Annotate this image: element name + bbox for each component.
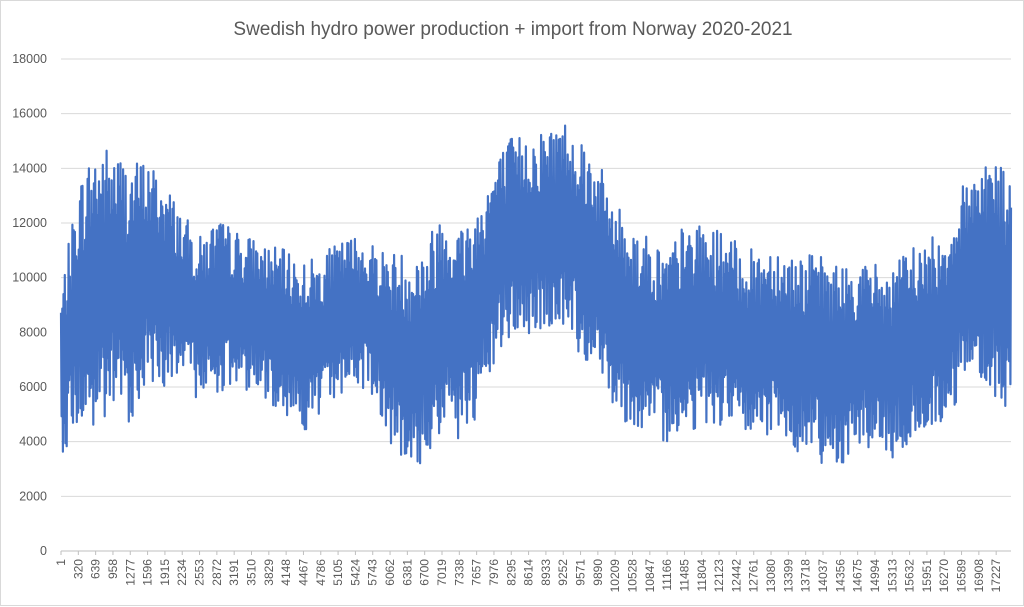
- y-tick-label: 12000: [12, 216, 47, 230]
- y-tick-label: 2000: [19, 489, 47, 503]
- x-tick-label: 9252: [556, 559, 570, 586]
- x-tick-label: 14037: [816, 559, 830, 593]
- y-tick-label: 4000: [19, 435, 47, 449]
- x-tick-label: 16270: [937, 559, 951, 593]
- x-tick-label: 5424: [348, 559, 362, 586]
- x-tick-label: 14356: [833, 559, 847, 593]
- x-tick-label: 15951: [920, 559, 934, 593]
- x-tick-label: 1915: [158, 559, 172, 586]
- x-tick-label: 320: [71, 559, 85, 579]
- x-tick-label: 6700: [418, 559, 432, 586]
- x-tick-label: 5105: [331, 559, 345, 586]
- x-tick-label: 16908: [972, 559, 986, 593]
- x-tick-label: 8295: [504, 559, 518, 586]
- x-tick-label: 958: [106, 559, 120, 579]
- x-tick-label: 2234: [175, 559, 189, 586]
- x-tick-label: 10847: [643, 559, 657, 593]
- x-tick-label: 17227: [989, 559, 1003, 593]
- y-tick-label: 14000: [12, 161, 47, 175]
- x-tick-label: 3829: [262, 559, 276, 586]
- x-tick-label: 8614: [522, 559, 536, 586]
- x-tick-label: 639: [89, 559, 103, 579]
- x-tick-label: 9571: [574, 559, 588, 586]
- x-tick-label: 6062: [383, 559, 397, 586]
- x-tick-label: 14994: [868, 559, 882, 593]
- x-tick-label: 7338: [452, 559, 466, 586]
- x-tick-label: 1277: [123, 559, 137, 586]
- x-tick-label: 1: [54, 559, 68, 566]
- x-tick-label: 10528: [625, 559, 639, 593]
- x-tick-label: 12123: [712, 559, 726, 593]
- x-tick-label: 15313: [885, 559, 899, 593]
- x-tick-label: 16589: [955, 559, 969, 593]
- x-tick-label: 9890: [591, 559, 605, 586]
- series-line-0: [59, 124, 1013, 465]
- x-tick-label: 5743: [366, 559, 380, 586]
- y-axis-ticks: 0 2000 4000 6000 8000 10000 12000 14000 16000 180…: [12, 52, 47, 558]
- y-tick-label: 16000: [12, 107, 47, 121]
- x-tick-label: 4148: [279, 559, 293, 586]
- y-tick-label: 0: [40, 544, 47, 558]
- y-tick-label: 18000: [12, 52, 47, 66]
- x-tick-label: 15632: [903, 559, 917, 593]
- x-tick-label: 8933: [539, 559, 553, 586]
- y-tick-label: 6000: [19, 380, 47, 394]
- x-tick-label: 2553: [193, 559, 207, 586]
- x-tick-label: 4467: [296, 559, 310, 586]
- x-tick-label: 13718: [799, 559, 813, 593]
- x-tick-label: 10209: [608, 559, 622, 593]
- x-tick-label: 12442: [729, 559, 743, 593]
- x-tick-label: 14675: [851, 559, 865, 593]
- series-layer: [59, 124, 1013, 465]
- x-tick-label: 12761: [747, 559, 761, 593]
- x-tick-label: 13080: [764, 559, 778, 593]
- x-tick-label: 11166: [660, 559, 674, 591]
- x-tick-label: 7976: [487, 559, 501, 586]
- x-tick-label: 2872: [210, 559, 224, 586]
- x-tick-label: 13399: [781, 559, 795, 593]
- chart-title: Swedish hydro power production + import …: [233, 19, 793, 40]
- x-tick-label: 6381: [400, 559, 414, 586]
- y-tick-label: 8000: [19, 325, 47, 339]
- x-tick-label: 11804: [695, 559, 709, 592]
- y-tick-label: 10000: [12, 271, 47, 285]
- x-tick-label: 4786: [314, 559, 328, 586]
- x-tick-label: 7019: [435, 559, 449, 586]
- x-tick-label: 3510: [244, 559, 258, 586]
- x-axis-ticks: 1 320 639 958 1277 1596 1915 2234 2553 2872 3191 35…: [54, 550, 1011, 593]
- x-tick-label: 1596: [141, 559, 155, 586]
- x-tick-label: 3191: [227, 559, 241, 586]
- x-tick-label: 7657: [470, 559, 484, 586]
- x-tick-label: 11485: [677, 559, 691, 592]
